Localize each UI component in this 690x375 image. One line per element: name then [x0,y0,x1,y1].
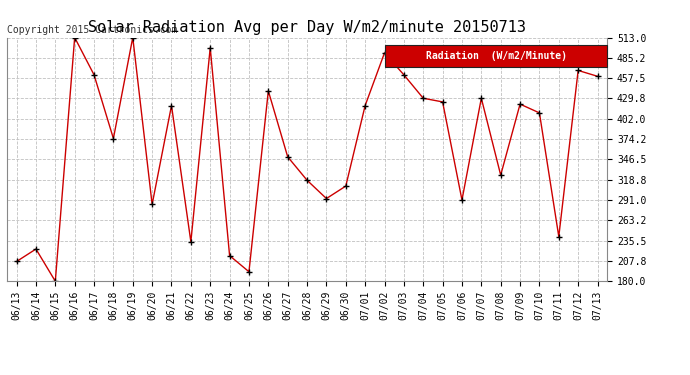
FancyBboxPatch shape [385,45,607,67]
Text: Copyright 2015 Cartronics.com: Copyright 2015 Cartronics.com [7,25,177,35]
Title: Solar Radiation Avg per Day W/m2/minute 20150713: Solar Radiation Avg per Day W/m2/minute … [88,20,526,35]
Text: Radiation  (W/m2/Minute): Radiation (W/m2/Minute) [426,51,566,61]
